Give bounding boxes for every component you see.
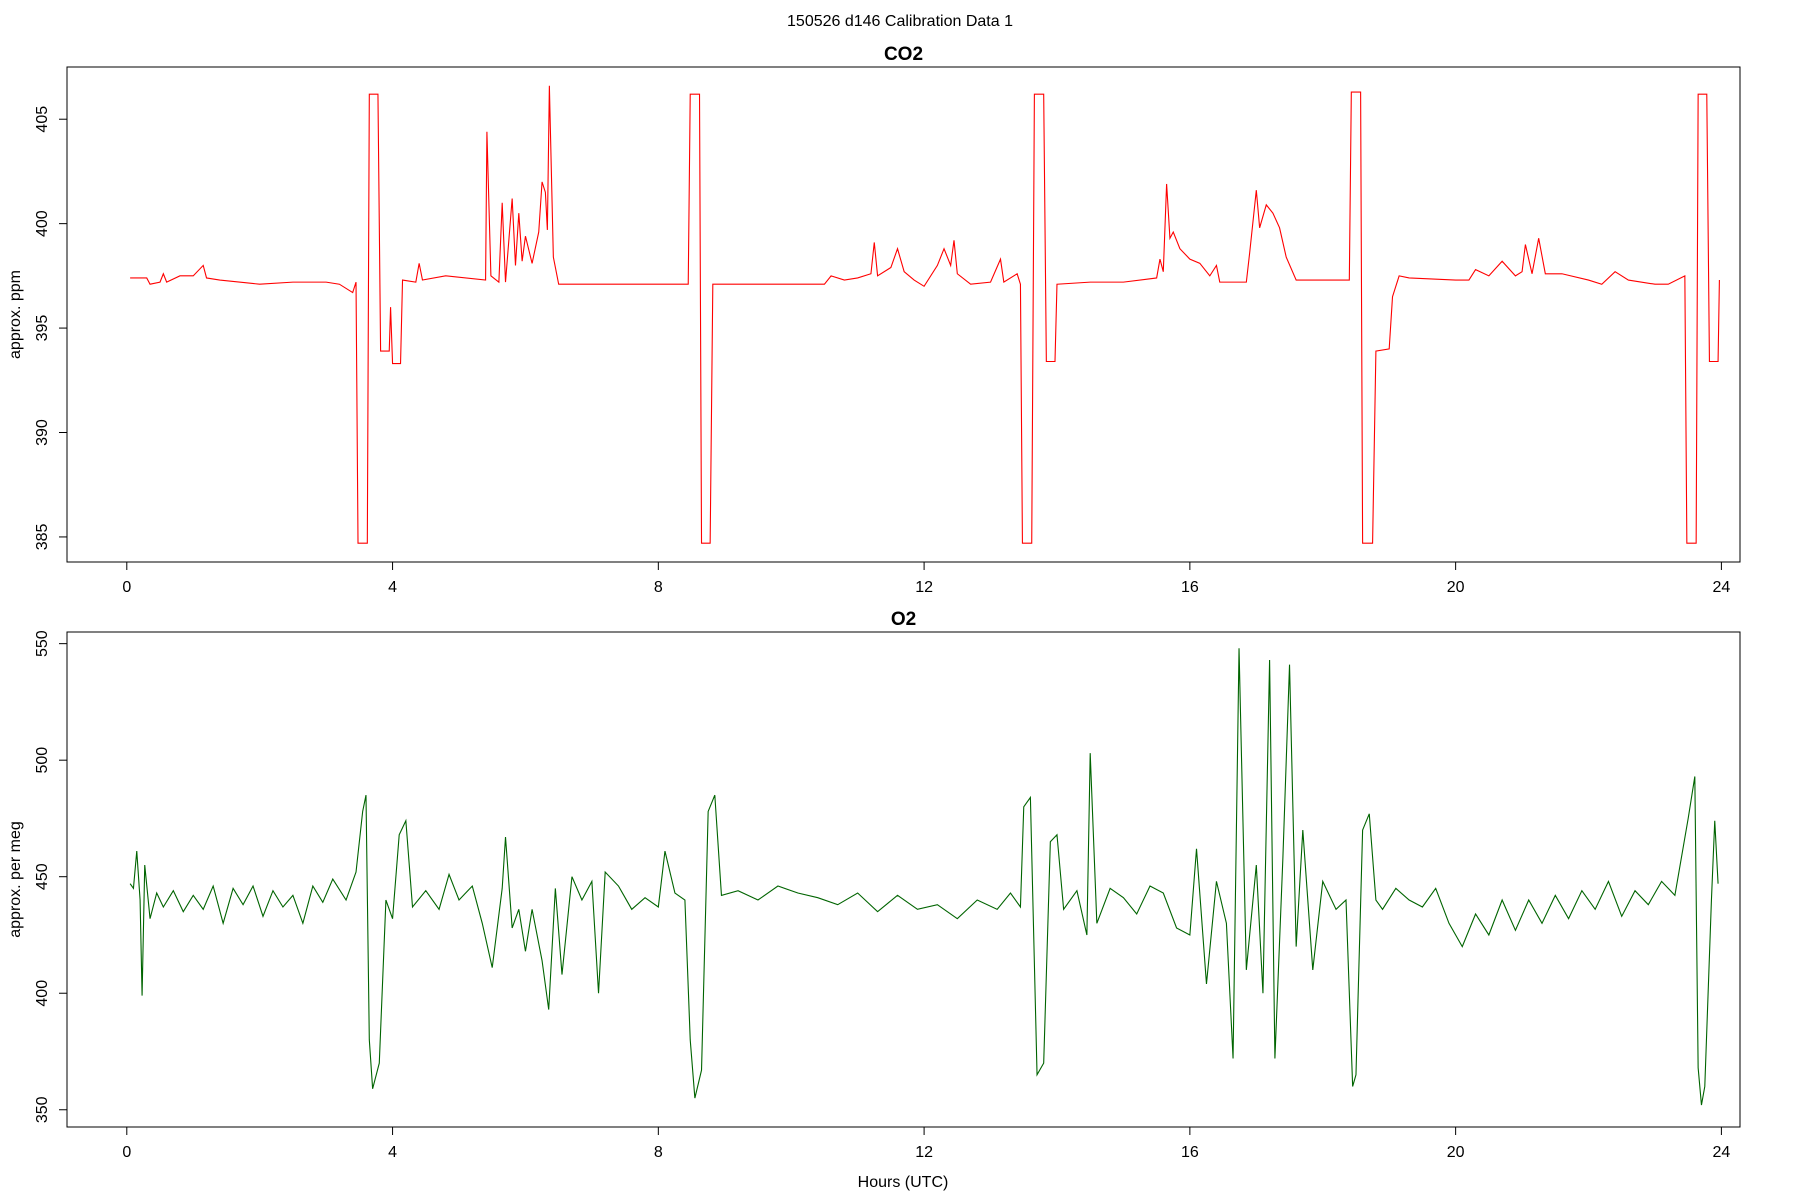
x-tick-label: 20 [1447,579,1465,596]
x-tick-label: 4 [388,579,397,596]
y-tick-label: 400 [34,210,51,237]
chart-title: CO2 [884,44,923,65]
x-tick-label: 12 [915,1144,933,1161]
y-tick-label: 550 [34,630,51,657]
x-tick-label: 16 [1181,1144,1199,1161]
x-tick-label: 0 [122,1144,131,1161]
y-tick-label: 385 [34,523,51,550]
x-tick-label: 24 [1712,579,1730,596]
y-tick-label: 395 [34,315,51,342]
x-tick-label: 12 [915,579,933,596]
x-tick-label: 16 [1181,579,1199,596]
chart-title: O2 [891,609,916,630]
x-tick-label: 8 [654,1144,663,1161]
x-tick-label: 4 [388,1144,397,1161]
y-tick-label: 390 [34,419,51,446]
x-tick-label: 20 [1447,1144,1465,1161]
y-tick-label: 405 [34,106,51,133]
x-tick-label: 0 [122,579,131,596]
y-tick-label: 400 [34,980,51,1007]
y-tick-label: 450 [34,863,51,890]
y-tick-label: 500 [34,747,51,774]
x-axis-label: Hours (UTC) [858,1174,949,1191]
data-line [130,85,1720,544]
y-axis-label: approx. per meg [7,821,24,938]
x-tick-label: 24 [1712,1144,1730,1161]
plot-frame [66,66,1741,563]
data-line [129,648,1719,1106]
figure-title: 150526 d146 Calibration Data 1 [787,13,1013,30]
y-tick-label: 350 [34,1096,51,1123]
y-axis-label: approx. ppm [7,270,24,359]
plot-frame [66,631,1741,1128]
x-tick-label: 8 [654,579,663,596]
